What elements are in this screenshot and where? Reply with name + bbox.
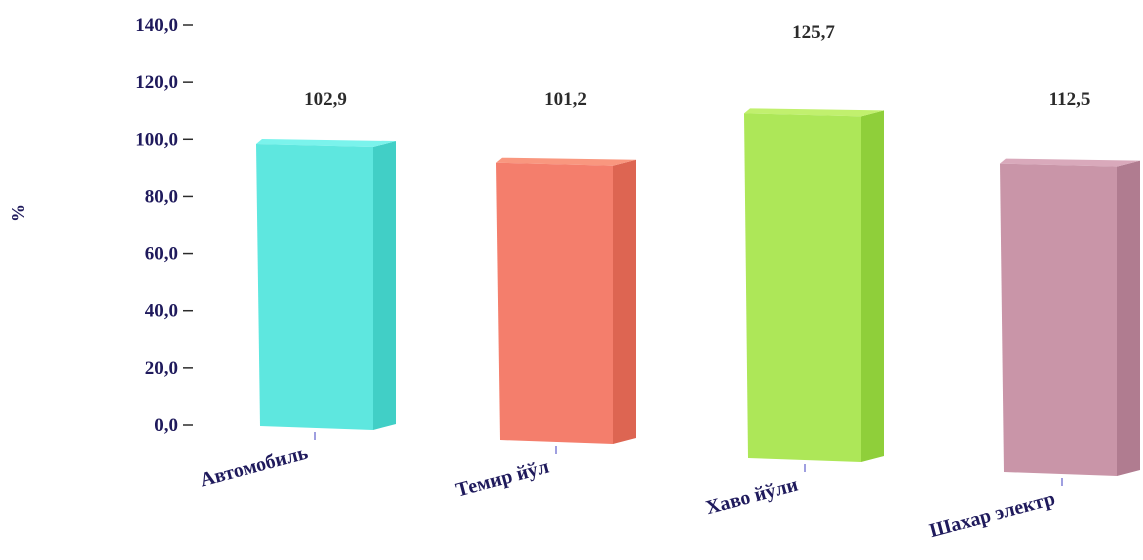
x-tick-label: Темир йўл [453,456,551,502]
bar-front [744,113,861,462]
x-tick-label: Автомобиль [198,441,311,491]
bar-1: 102,9 [256,89,396,430]
y-tick-label: 40,0 [145,301,178,322]
y-tick-label: 20,0 [145,358,178,379]
bar-front [1000,163,1117,476]
data-label: 125,7 [792,22,835,43]
x-tick-label: Шахар электр [927,488,1057,543]
bar-top [744,108,884,117]
bar-3: 125,7 [744,22,884,462]
bar-side [861,110,884,462]
bar-side [613,159,636,444]
bars: 102,9 101,2 125,7 112,5 [256,22,1140,476]
y-tick-label: 80,0 [145,186,178,207]
y-tick-label: 120,0 [135,72,178,93]
y-tick-label: 100,0 [135,129,178,150]
bar-front [256,144,373,430]
bar-top [1000,158,1140,167]
x-tick-label: Хаво йўли [703,474,800,520]
x-axis: Автомобиль Темир йўл Хаво йўли Шахар электр [198,432,1063,543]
bar-side [1117,160,1140,476]
bar-front [496,162,613,444]
y-tick-label: 60,0 [145,244,178,265]
data-label: 102,9 [304,89,347,110]
y-tick-label: 140,0 [135,15,178,36]
data-label: 112,5 [1049,89,1091,110]
bar-2: 101,2 [496,89,636,444]
bar-top [256,139,396,148]
bar-side [373,141,396,430]
y-axis-label: % [8,204,28,222]
y-axis: 0,0 20,0 40,0 60,0 80,0 100,0 120,0 140,0 [135,15,193,436]
y-tick-label: 0,0 [154,415,178,436]
bar-4: 112,5 [1000,89,1140,476]
data-label: 101,2 [544,89,587,110]
bar-top [496,157,636,166]
